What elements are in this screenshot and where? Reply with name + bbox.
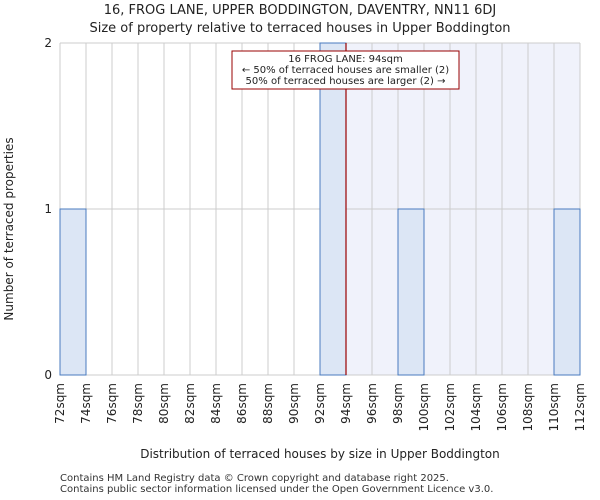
x-tick-label: 94sqm xyxy=(339,383,353,424)
x-tick-label: 88sqm xyxy=(261,383,275,424)
x-tick-label: 108sqm xyxy=(521,383,535,431)
bar xyxy=(59,208,87,376)
y-axis-label: Number of terraced properties xyxy=(2,137,16,320)
x-tick-label: 98sqm xyxy=(391,383,405,424)
chart-title: Size of property relative to terraced ho… xyxy=(89,21,511,36)
annotation-box xyxy=(231,50,460,90)
x-tick-label: 82sqm xyxy=(183,383,197,424)
y-tick-label: 2 xyxy=(44,36,52,50)
x-tick-label: 102sqm xyxy=(443,383,457,431)
x-tick-label: 96sqm xyxy=(365,383,379,424)
annotation-line: ← 50% of terraced houses are smaller (2) xyxy=(242,65,449,76)
x-tick-label: 86sqm xyxy=(235,383,249,424)
y-tick-label: 0 xyxy=(44,368,52,382)
x-tick-label: 92sqm xyxy=(313,383,327,424)
x-tick-label: 78sqm xyxy=(131,383,145,424)
x-tick-label: 104sqm xyxy=(469,383,483,431)
bar xyxy=(553,208,581,376)
x-tick-label: 106sqm xyxy=(495,383,509,431)
x-tick-label: 112sqm xyxy=(573,383,587,431)
y-tick-label: 1 xyxy=(44,202,52,216)
x-axis-label: Distribution of terraced houses by size … xyxy=(140,447,500,461)
x-tick-label: 74sqm xyxy=(79,383,93,424)
bar xyxy=(319,42,347,376)
x-tick-label: 84sqm xyxy=(209,383,223,424)
bar xyxy=(397,208,425,376)
x-tick-label: 110sqm xyxy=(547,383,561,431)
x-tick-label: 76sqm xyxy=(105,383,119,424)
x-tick-label: 90sqm xyxy=(287,383,301,424)
x-tick-label: 100sqm xyxy=(417,383,431,431)
footer-copyright: Contains HM Land Registry data © Crown c… xyxy=(60,473,449,484)
bar-chart: 0 1 2 72sqm 74sqm 76sqm 78sqm 80sqm 82sqm 84sqm 86… xyxy=(2,36,587,461)
annotation-line: 50% of terraced houses are larger (2) → xyxy=(246,76,446,87)
chart-title-address: 16, FROG LANE, UPPER BODDINGTON, DAVENTR… xyxy=(103,3,497,18)
x-tick-label: 72sqm xyxy=(53,383,67,424)
annotation-line: 16 FROG LANE: 94sqm xyxy=(288,54,402,65)
x-tick-label: 80sqm xyxy=(157,383,171,424)
footer-licence: Contains public sector information licen… xyxy=(60,484,494,495)
